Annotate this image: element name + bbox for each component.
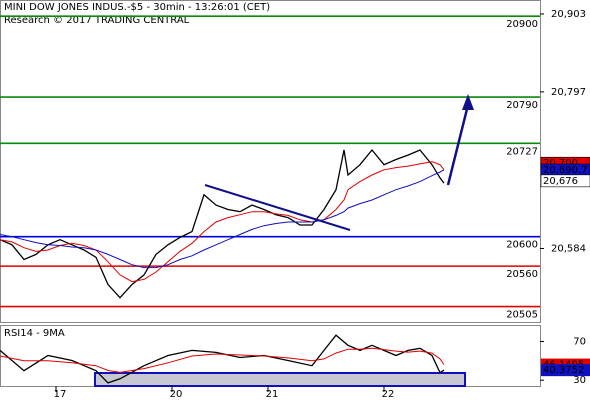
x-tick-label: 17 [54,389,67,400]
value-tag [541,364,590,377]
series-line [0,161,445,283]
chart-title: MINI DOW JONES INDUS.-$5 - 30min - 13:26… [4,2,270,13]
plot: 20,903 20,797 20,584 20900 20790 20727 20600 20… [0,9,590,400]
rsi-title: RSI14 - 9MA [4,328,65,339]
level-label: 20900 [506,19,538,30]
level-label: 20560 [506,269,538,280]
series-line [0,347,445,373]
trend-line [204,184,351,231]
price-tag [540,174,590,188]
price-tag-label: 20,700 [543,158,578,169]
value-tag-label: 40.3752 [543,365,584,376]
series-line [0,169,445,269]
series-line [0,334,445,384]
main-panel [0,0,541,323]
level-label: 20790 [506,100,538,111]
x-tick-label: 20 [170,389,183,400]
x-tick-label: 21 [266,389,279,400]
price-tag-label: 20,690.7 [543,165,588,176]
forecast-arrow [446,104,470,186]
x-tick-label: 22 [382,389,395,400]
y-tick-label: 70 [573,336,586,347]
y-tick-label: 20,584 [551,243,586,254]
rsi-zone [94,372,466,387]
price-tag-label: 20,676 [543,176,578,187]
arrow-head [462,94,474,110]
level-label: 20505 [506,310,538,321]
y-tick-label: 20,903 [551,9,586,20]
level-label: 20600 [506,240,538,251]
level-label: 20727 [506,146,538,157]
chart-subtitle: Research © 2017 TRADING CENTRAL [4,15,190,26]
y-tick-label: 30 [573,375,586,386]
y-tick-label: 20,797 [551,87,586,98]
